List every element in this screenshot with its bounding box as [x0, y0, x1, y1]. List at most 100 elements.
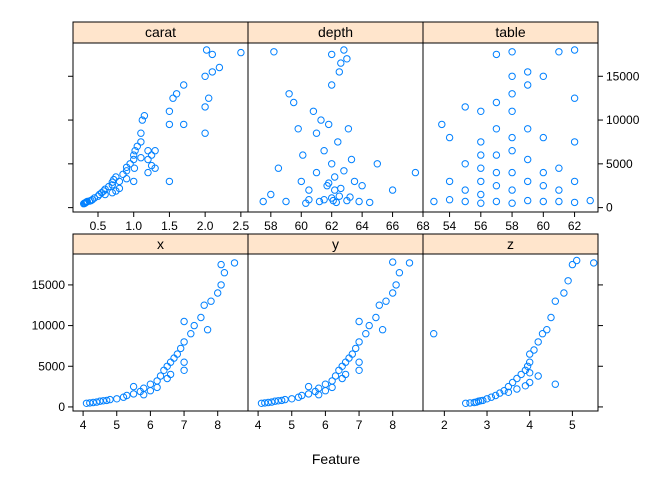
data-point	[395, 269, 404, 277]
x-tick-label: 2.5	[233, 219, 250, 233]
data-point	[564, 277, 572, 285]
data-point	[137, 129, 145, 137]
data-point	[389, 258, 397, 266]
data-point	[358, 182, 366, 190]
data-point	[305, 196, 313, 204]
data-point	[90, 194, 99, 202]
y-tick-label: 10000	[606, 113, 640, 127]
data-point	[492, 197, 501, 206]
x-tick-label: 4	[80, 418, 87, 432]
data-point	[305, 186, 313, 194]
data-point	[288, 395, 296, 403]
data-point	[108, 189, 117, 197]
data-point	[461, 186, 469, 194]
data-point	[220, 269, 229, 277]
data-point	[130, 177, 138, 186]
data-point	[352, 344, 360, 353]
data-point	[146, 380, 155, 388]
x-axis-title: Feature	[312, 451, 360, 467]
data-point	[570, 198, 579, 207]
data-point	[345, 354, 353, 362]
x-tick-label: 5	[113, 418, 120, 432]
data-point	[445, 133, 454, 142]
data-point	[264, 398, 272, 407]
strip-label: x	[157, 236, 164, 252]
data-point	[492, 182, 501, 190]
data-point	[430, 330, 438, 338]
data-point	[343, 196, 351, 205]
data-point	[526, 358, 534, 366]
data-point	[217, 281, 225, 289]
panel-frame	[422, 253, 599, 412]
data-point	[304, 390, 313, 398]
x-tick-label: 7	[356, 418, 363, 432]
data-point	[479, 396, 487, 405]
data-point	[166, 370, 175, 379]
data-point	[461, 160, 469, 168]
data-point	[315, 197, 324, 206]
data-point	[539, 168, 547, 177]
data-point	[411, 168, 420, 177]
data-point	[526, 369, 534, 377]
data-point	[539, 182, 547, 190]
data-point	[230, 259, 239, 267]
data-point	[477, 177, 485, 186]
data-point	[513, 374, 521, 383]
data-point	[355, 366, 363, 374]
data-point	[201, 129, 209, 137]
data-point	[508, 186, 516, 194]
data-point	[547, 313, 555, 322]
data-point	[282, 197, 290, 206]
data-point	[526, 378, 534, 387]
data-point	[335, 366, 343, 374]
data-point	[92, 398, 101, 406]
data-point	[137, 138, 145, 146]
data-point	[524, 155, 532, 164]
data-point	[325, 120, 333, 129]
y-tick-label: 0	[606, 201, 613, 215]
data-point	[461, 103, 469, 111]
data-point	[534, 338, 542, 346]
data-point	[521, 382, 530, 390]
data-point	[477, 199, 485, 207]
data-point	[207, 297, 215, 305]
data-point	[103, 396, 111, 405]
x-tick-label: 60	[537, 219, 551, 233]
data-point	[101, 190, 109, 199]
data-point	[500, 387, 508, 395]
x-tick-label: 2.0	[197, 219, 214, 233]
data-point	[138, 116, 147, 124]
data-point	[147, 161, 156, 170]
data-point	[205, 94, 213, 102]
data-point	[355, 358, 363, 366]
data-point	[348, 350, 356, 358]
data-point	[445, 196, 454, 204]
data-point	[438, 120, 446, 129]
data-point	[309, 107, 318, 116]
x-tick-label: 8	[389, 418, 396, 432]
strip-label: carat	[145, 24, 176, 40]
data-point	[332, 198, 340, 207]
data-point	[172, 90, 181, 98]
x-tick-label: 3	[484, 418, 491, 432]
data-point	[534, 372, 542, 380]
data-point	[551, 380, 559, 388]
panel-table: table 54 56 58 60 62 0 5000 10000 15000	[422, 21, 640, 233]
data-point	[543, 326, 551, 334]
data-point	[215, 63, 224, 72]
data-point	[89, 398, 97, 407]
data-point	[129, 390, 138, 398]
data-point	[146, 387, 155, 395]
x-tick-label: 58	[264, 219, 278, 233]
data-point	[337, 59, 345, 67]
data-point	[590, 259, 598, 267]
y-tick-label: 0	[58, 400, 65, 414]
data-point	[504, 388, 513, 396]
data-point	[328, 160, 336, 168]
data-point	[570, 94, 579, 102]
data-point	[508, 378, 517, 387]
strip-label: y	[332, 236, 339, 252]
data-point	[108, 181, 117, 189]
data-point	[151, 147, 159, 155]
data-point	[445, 177, 454, 186]
